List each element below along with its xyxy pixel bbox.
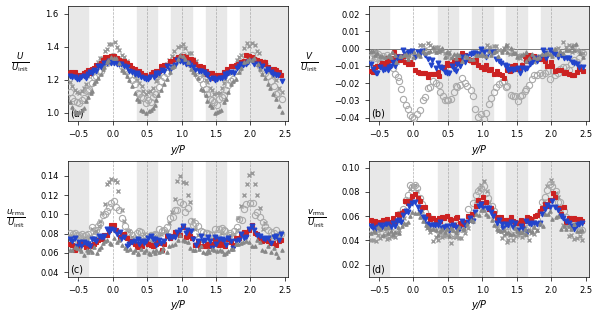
Bar	[240, 6, 288, 121]
Y-axis label: $\frac{V}{U_{\rm init}}$: $\frac{V}{U_{\rm init}}$	[300, 52, 318, 75]
Text: (c): (c)	[70, 264, 83, 275]
Bar	[137, 6, 157, 121]
Bar	[206, 161, 226, 277]
Y-axis label: $\frac{v_{\rm rms}}{U_{\rm init}}$: $\frac{v_{\rm rms}}{U_{\rm init}}$	[307, 208, 326, 230]
X-axis label: y/P: y/P	[471, 144, 486, 155]
X-axis label: y/P: y/P	[170, 144, 185, 155]
Bar	[472, 6, 493, 121]
Text: (b): (b)	[371, 109, 385, 118]
Bar	[541, 161, 589, 277]
Bar	[171, 161, 192, 277]
Bar	[68, 6, 89, 121]
Bar	[472, 161, 493, 277]
X-axis label: y/P: y/P	[170, 301, 185, 310]
Bar	[368, 6, 389, 121]
Y-axis label: $\frac{u_{\rm rms}}{U_{\rm init}}$: $\frac{u_{\rm rms}}{U_{\rm init}}$	[5, 208, 25, 230]
Bar	[368, 161, 389, 277]
Text: (a): (a)	[70, 109, 84, 118]
Text: (d): (d)	[371, 264, 385, 275]
Bar	[541, 6, 589, 121]
Bar	[240, 161, 288, 277]
Y-axis label: $\frac{U}{U_{\rm init}}$: $\frac{U}{U_{\rm init}}$	[11, 52, 30, 75]
Bar	[206, 6, 226, 121]
Bar	[438, 6, 458, 121]
Bar	[171, 6, 192, 121]
X-axis label: y/P: y/P	[471, 301, 486, 310]
Bar	[507, 161, 527, 277]
Bar	[507, 6, 527, 121]
Bar	[68, 161, 89, 277]
Bar	[438, 161, 458, 277]
Bar	[137, 161, 157, 277]
